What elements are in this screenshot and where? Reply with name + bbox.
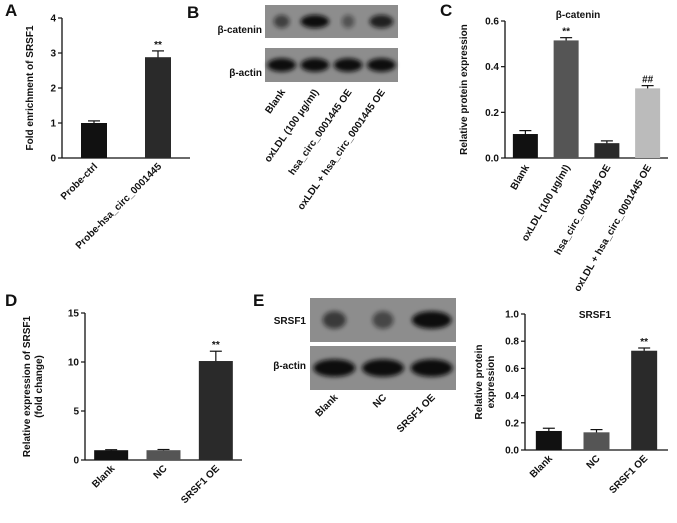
blot-band — [361, 359, 405, 377]
x-tick-label: oxLDL + hsa_circ_0001445 OE — [572, 163, 654, 294]
bar — [583, 432, 610, 450]
y-tick-label: 0 — [73, 456, 79, 467]
y-tick-label: 4 — [50, 14, 56, 25]
blot-row-label: β-actin — [273, 361, 306, 372]
blot-band — [333, 58, 363, 72]
y-tick-label: 0.0 — [505, 446, 519, 457]
y-tick-label: 5 — [73, 407, 79, 418]
bar — [198, 361, 233, 460]
y-axis-label: (fold change) — [34, 355, 45, 418]
y-tick-label: 0.2 — [485, 108, 499, 119]
blot-band — [300, 58, 330, 72]
x-tick-label: NC — [152, 463, 170, 481]
y-tick-label: 1.0 — [505, 310, 519, 321]
panel-label: E — [253, 291, 264, 310]
blot-band — [341, 14, 355, 29]
significance-label: ** — [154, 40, 162, 51]
blot-band — [367, 58, 396, 72]
blot-row-label: SRSF1 — [274, 316, 307, 327]
chart-title: β-catenin — [556, 10, 600, 21]
lane-label: SRSF1 OE — [395, 392, 438, 435]
blot-band — [410, 359, 453, 377]
y-tick-label: 0.8 — [505, 337, 519, 348]
y-axis-label: Relative expression of SRSF1 — [22, 315, 33, 457]
y-tick-label: 10 — [68, 358, 80, 369]
x-tick-label: NC — [585, 453, 603, 471]
blot-band — [273, 14, 290, 29]
lane-label: Blank — [313, 392, 340, 419]
blot-band — [372, 311, 394, 329]
y-axis-label: Relative protein — [474, 344, 485, 419]
x-tick-label: SRSF1 OE — [179, 463, 222, 506]
x-tick-label: Blank — [90, 463, 117, 490]
y-tick-label: 1 — [50, 119, 56, 130]
y-tick-label: 0.0 — [485, 154, 499, 165]
y-tick-label: 0 — [50, 154, 56, 165]
bar — [635, 88, 661, 158]
y-axis-label: Relative protein expression — [459, 24, 470, 155]
bar — [535, 430, 562, 450]
y-tick-label: 15 — [68, 309, 80, 320]
bar — [145, 57, 171, 159]
y-tick-label: 0.6 — [485, 17, 499, 28]
blot-row-label: β-actin — [229, 68, 262, 79]
significance-label: ## — [642, 75, 654, 86]
bar — [512, 134, 538, 158]
x-tick-label: Blank — [509, 163, 532, 192]
lane-label: NC — [371, 392, 389, 410]
y-axis-label: expression — [486, 356, 497, 409]
blot-band — [313, 359, 356, 377]
y-tick-label: 0.6 — [505, 364, 519, 375]
significance-label: ** — [212, 340, 220, 351]
y-tick-label: 0.4 — [505, 391, 519, 402]
x-tick-label: Blank — [528, 453, 555, 480]
y-tick-label: 0.2 — [505, 418, 519, 429]
chart-title: SRSF1 — [579, 310, 612, 321]
panel-label: D — [5, 291, 17, 310]
lane-label: Blank — [263, 87, 288, 116]
significance-label: ** — [562, 27, 570, 38]
bar — [594, 143, 620, 158]
panel-label: C — [440, 1, 452, 20]
blot-band — [300, 14, 330, 29]
blot-band — [411, 311, 452, 329]
bar — [94, 450, 129, 460]
blot-band — [267, 58, 296, 72]
y-tick-label: 2 — [50, 84, 56, 95]
y-tick-label: 0.4 — [485, 62, 499, 73]
lane-label: hsa_circ_0001445 OE — [287, 87, 355, 177]
bar — [146, 450, 181, 460]
bar — [553, 40, 579, 158]
significance-label: ** — [640, 337, 648, 348]
blot-row-label: β-catenin — [218, 25, 262, 36]
bar — [631, 350, 658, 450]
x-tick-label: Probe-ctrl — [59, 161, 100, 202]
panel-label: A — [5, 1, 17, 20]
bar — [81, 123, 107, 158]
y-tick-label: 3 — [50, 49, 56, 60]
blot-band — [322, 311, 347, 329]
blot-band — [369, 14, 394, 29]
y-axis-label: Fold enrichment of SRSF1 — [25, 25, 36, 150]
panel-label: B — [187, 3, 199, 22]
x-tick-label: SRSF1 OE — [608, 453, 651, 496]
